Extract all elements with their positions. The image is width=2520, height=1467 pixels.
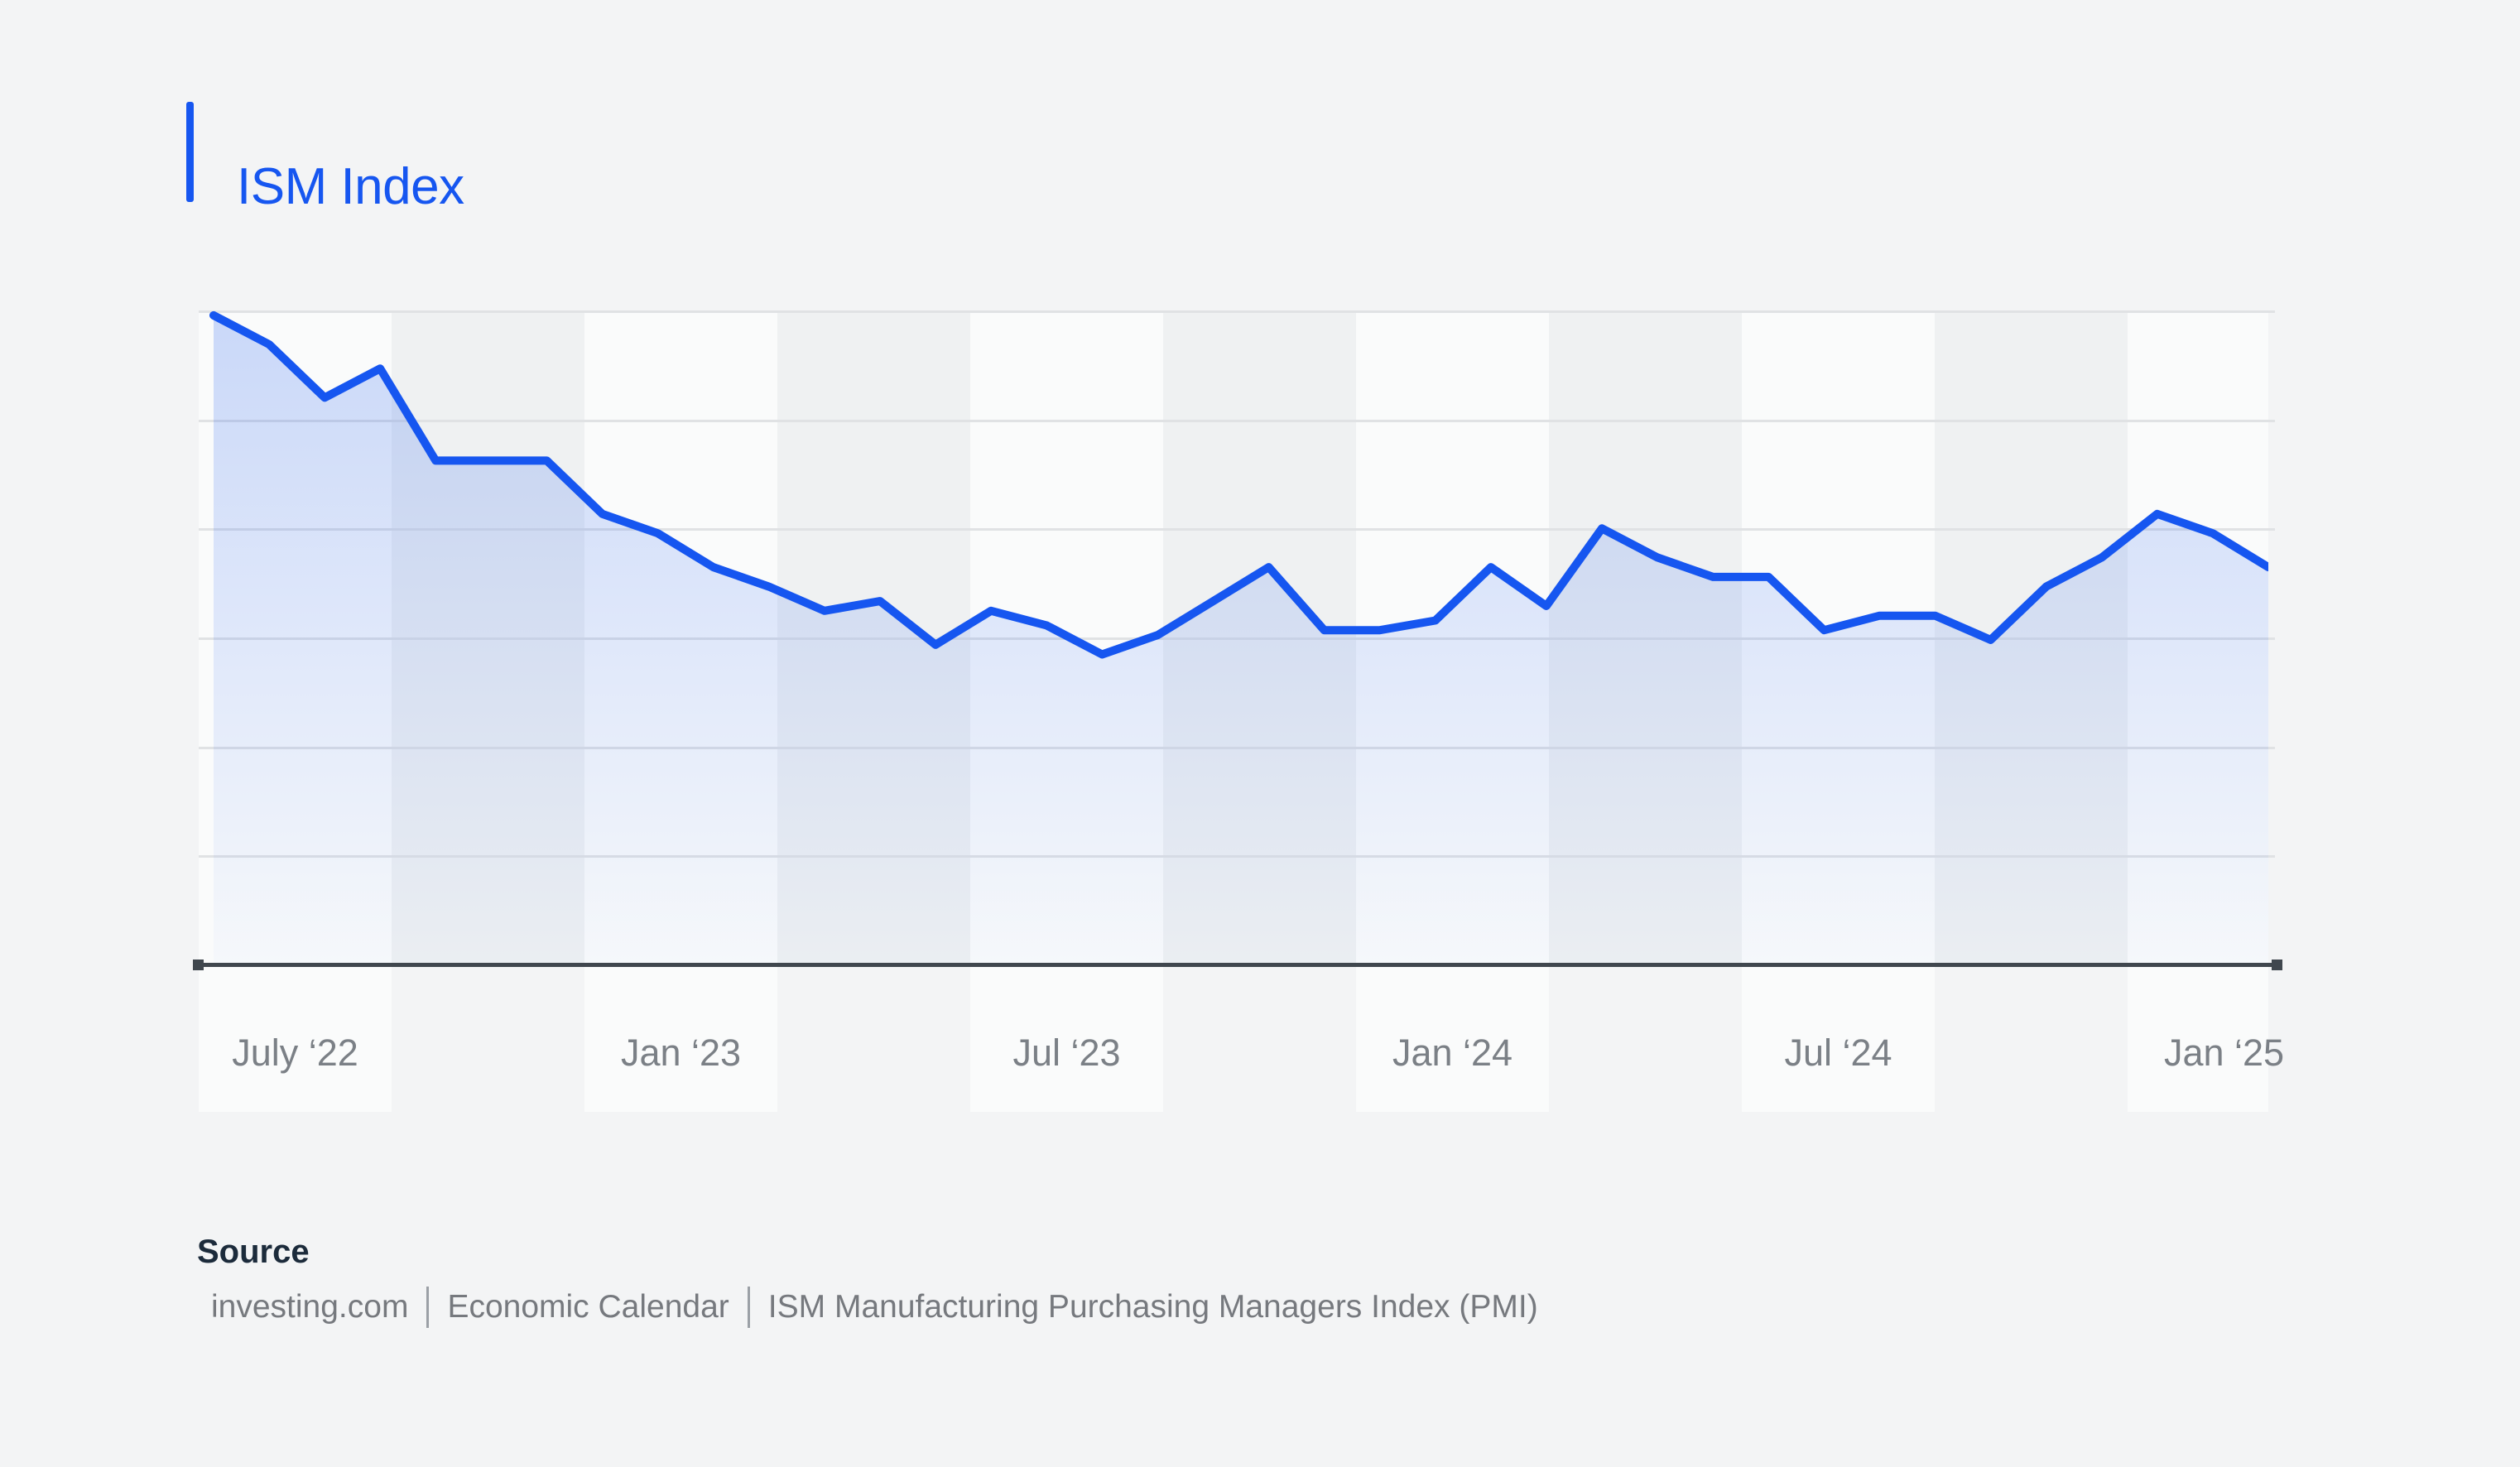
plot-bands-lower	[199, 967, 2268, 1112]
x-axis-label: Jan ‘25	[2163, 1032, 2285, 1074]
x-axis-label: July ‘22	[232, 1032, 358, 1074]
source-label: Source	[197, 1234, 310, 1270]
plot-band	[199, 967, 392, 1112]
gridline	[199, 420, 2275, 422]
x-axis-label: Jul ‘23	[1012, 1032, 1121, 1074]
x-axis-label: Jul ‘24	[1784, 1032, 1892, 1074]
plot-band	[2128, 967, 2268, 1112]
plot-band	[584, 967, 777, 1112]
x-axis-label: Jan ‘23	[620, 1032, 742, 1074]
pmi-line	[209, 310, 2268, 659]
x-axis-right-cap	[2272, 960, 2282, 970]
plot-band	[1356, 967, 1549, 1112]
plot-band	[1742, 967, 1935, 1112]
gridline	[199, 310, 2275, 313]
source-item: Economic Calendar	[447, 1289, 729, 1325]
page-title: ISM Index	[237, 157, 464, 215]
source-item: investing.com	[211, 1289, 409, 1325]
divider-bar	[747, 1287, 750, 1328]
plot-band	[970, 967, 1163, 1112]
x-axis-label: Jan ‘24	[1392, 1032, 1513, 1074]
gridline	[199, 528, 2275, 531]
divider-bar	[426, 1287, 430, 1328]
x-axis-line	[197, 963, 2277, 967]
pmi-area-fill	[214, 315, 2268, 964]
title-accent-bar	[186, 102, 194, 202]
pmi-area-chart-svg	[209, 310, 2268, 964]
source-attribution: investing.com Economic Calendar ISM Manu…	[211, 1287, 1538, 1328]
source-item: ISM Manufacturing Purchasing Managers In…	[767, 1289, 1538, 1325]
x-axis-left-cap	[193, 960, 204, 970]
